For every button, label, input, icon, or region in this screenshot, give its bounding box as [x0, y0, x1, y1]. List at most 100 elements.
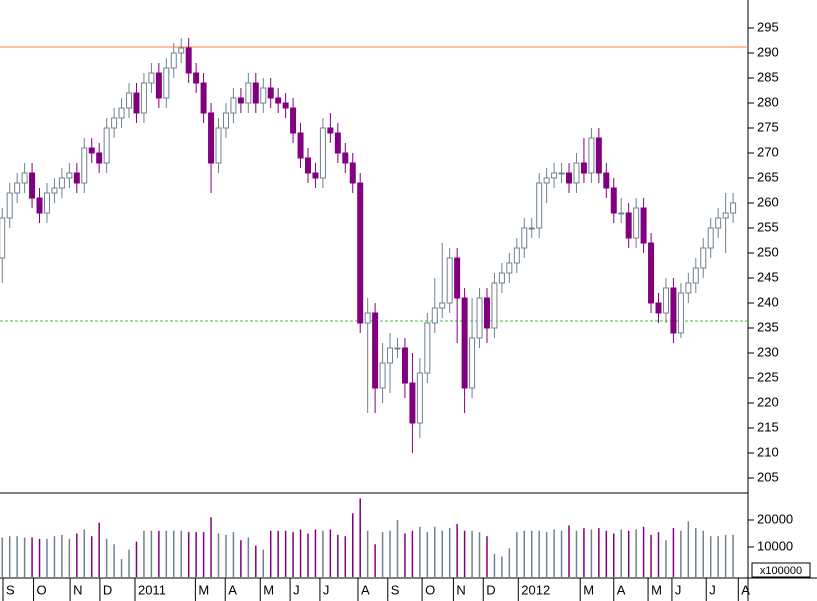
- candle-body: [677, 292, 684, 334]
- candle-body: [618, 212, 625, 215]
- candle-body: [387, 347, 394, 364]
- x-tick-label: M: [263, 582, 274, 597]
- candle-body: [513, 247, 520, 264]
- x-tick-label: A: [617, 582, 626, 597]
- candle-body: [252, 82, 259, 104]
- candle-body: [260, 87, 267, 104]
- x-tick-label: S: [391, 582, 400, 597]
- candle-body: [528, 227, 535, 230]
- candle-body: [208, 112, 215, 164]
- candle-body: [521, 227, 528, 249]
- candle-body: [312, 172, 319, 179]
- candle-body: [73, 172, 80, 184]
- x-tick-label: A: [741, 582, 750, 597]
- candle-body: [595, 137, 602, 174]
- candle-body: [588, 137, 595, 174]
- y-tick-label: 280: [757, 94, 779, 109]
- candle-body: [394, 347, 401, 350]
- candle-body: [431, 307, 438, 324]
- candle-body: [170, 52, 177, 69]
- volume-tick-label: 20000: [757, 511, 793, 526]
- candle-body: [14, 182, 21, 194]
- candle-body: [155, 72, 162, 99]
- candle-body: [349, 162, 356, 184]
- y-tick-label: 205: [757, 469, 779, 484]
- candle-body: [275, 97, 282, 104]
- candle-body: [215, 127, 222, 164]
- candle-body: [222, 112, 229, 129]
- candle-body: [178, 47, 185, 54]
- candle-body: [372, 312, 379, 389]
- candle-body: [409, 382, 416, 424]
- candle-body: [126, 92, 133, 109]
- x-tick-label: M: [583, 582, 594, 597]
- candle-body: [416, 372, 423, 424]
- x-tick-label: O: [37, 582, 47, 597]
- candle-body: [327, 127, 334, 134]
- candle-body: [662, 287, 669, 314]
- candle-body: [140, 82, 147, 114]
- y-tick-label: 260: [757, 194, 779, 209]
- x-tick-label: N: [73, 582, 82, 597]
- candle-body: [282, 102, 289, 109]
- candle-body: [96, 152, 103, 164]
- candle-body: [297, 132, 304, 159]
- candle-body: [29, 172, 36, 199]
- y-tick-label: 230: [757, 344, 779, 359]
- candle-body: [670, 287, 677, 334]
- candle-body: [536, 182, 543, 229]
- candle-body: [498, 272, 505, 284]
- y-tick-label: 270: [757, 144, 779, 159]
- candle-body: [200, 82, 207, 114]
- x-tick-label: J: [709, 582, 716, 597]
- y-tick-label: 220: [757, 394, 779, 409]
- x-tick-label: D: [486, 582, 495, 597]
- y-tick-label: 225: [757, 369, 779, 384]
- candle-body: [290, 107, 297, 134]
- candle-body: [640, 207, 647, 244]
- x-tick-label: A: [228, 582, 237, 597]
- candle-body: [319, 127, 326, 179]
- candle-body: [342, 152, 349, 164]
- candle-body: [148, 72, 155, 84]
- candle-body: [357, 182, 364, 324]
- candle-body: [58, 177, 65, 189]
- candle-body: [379, 362, 386, 389]
- x-tick-label: A: [361, 582, 370, 597]
- candle-body: [446, 257, 453, 304]
- candle-body: [506, 262, 513, 274]
- candle-body: [543, 177, 550, 184]
- candle-body: [103, 127, 110, 164]
- candle-body: [491, 282, 498, 329]
- candle-body: [655, 302, 662, 314]
- candle-body: [163, 67, 170, 99]
- candle-body: [81, 147, 88, 184]
- candle-body: [51, 187, 58, 194]
- candle-body: [401, 347, 408, 384]
- candle-body: [305, 157, 311, 174]
- candle-body: [685, 282, 692, 294]
- candle-body: [722, 212, 729, 219]
- candle-body: [133, 92, 140, 114]
- candle-body: [633, 207, 640, 239]
- x-tick-label: N: [456, 582, 465, 597]
- candle-body: [424, 322, 431, 374]
- candle-body: [476, 297, 483, 339]
- candle-body: [551, 172, 558, 179]
- x-tick-label: 2011: [138, 582, 166, 597]
- candle-body: [558, 172, 565, 175]
- y-tick-label: 295: [757, 19, 779, 34]
- candle-body: [185, 47, 192, 74]
- y-tick-label: 250: [757, 244, 779, 259]
- candle-body: [707, 227, 714, 249]
- volume-tick-label: 10000: [757, 538, 793, 553]
- y-tick-label: 265: [757, 169, 779, 184]
- candle-body: [454, 257, 461, 299]
- y-tick-label: 215: [757, 419, 779, 434]
- candle-body: [21, 172, 28, 184]
- candle-body: [610, 187, 617, 214]
- candle-body: [439, 302, 446, 309]
- candle-body: [111, 117, 118, 129]
- candle-body: [603, 172, 610, 189]
